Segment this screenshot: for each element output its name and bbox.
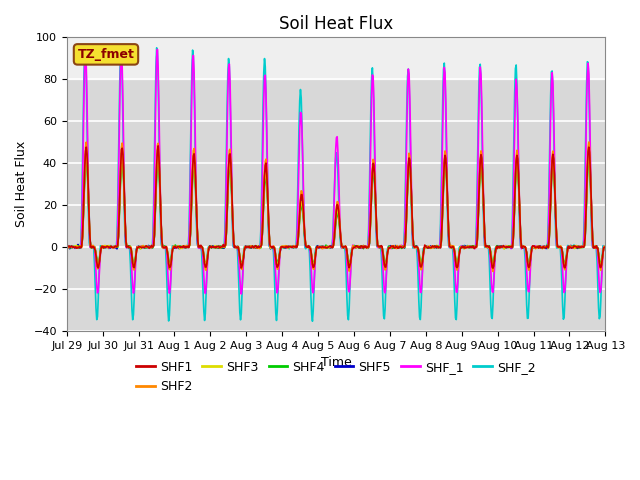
SHF2 <box>417 267 425 273</box>
SHF_2 <box>308 318 316 324</box>
SHF5 <box>602 244 609 250</box>
SHF2 <box>585 139 593 145</box>
SHF3 <box>83 151 90 156</box>
SHF3 <box>129 258 136 264</box>
SHF3 <box>381 264 389 270</box>
SHF4 <box>73 244 81 250</box>
SHF5 <box>184 244 192 250</box>
SHF4 <box>212 244 220 250</box>
SHF3 <box>403 205 411 211</box>
SHF2 <box>183 242 191 248</box>
SHF3 <box>73 242 81 248</box>
Title: Soil Heat Flux: Soil Heat Flux <box>279 15 393 33</box>
SHF1 <box>489 265 497 271</box>
SHF1 <box>128 253 136 259</box>
SHF_2 <box>403 103 411 109</box>
SHF5 <box>166 266 173 272</box>
Line: SHF3: SHF3 <box>67 154 605 267</box>
Line: SHF_2: SHF_2 <box>67 48 605 321</box>
SHF1 <box>73 245 81 251</box>
SHF_2 <box>212 245 220 251</box>
SHF4 <box>602 244 609 250</box>
SHF1 <box>602 244 609 250</box>
SHF1 <box>212 245 220 251</box>
Line: SHF5: SHF5 <box>67 151 605 269</box>
SHF2 <box>602 244 609 250</box>
SHF2 <box>63 244 70 250</box>
SHF4 <box>128 252 136 258</box>
SHF2 <box>401 239 409 244</box>
SHF5 <box>212 243 220 249</box>
Line: SHF2: SHF2 <box>67 142 605 271</box>
SHF1 <box>402 224 410 229</box>
SHF4 <box>419 254 426 260</box>
SHF1 <box>154 143 162 149</box>
Y-axis label: Soil Heat Flux: Soil Heat Flux <box>15 141 28 227</box>
SHF_1 <box>73 244 81 250</box>
SHF_1 <box>184 244 191 250</box>
SHF1 <box>63 244 70 250</box>
SHF5 <box>73 244 81 250</box>
Line: SHF4: SHF4 <box>67 158 605 265</box>
SHF1 <box>184 244 191 250</box>
SHF4 <box>403 206 411 212</box>
SHF3 <box>602 244 609 250</box>
SHF_1 <box>419 267 426 273</box>
SHF2 <box>211 244 219 250</box>
SHF_2 <box>184 244 191 250</box>
SHF_2 <box>602 244 609 250</box>
SHF4 <box>63 245 70 251</box>
X-axis label: Time: Time <box>321 356 351 369</box>
SHF5 <box>403 202 411 208</box>
SHF_1 <box>154 47 161 52</box>
SHF3 <box>63 244 70 250</box>
SHF5 <box>63 245 70 251</box>
Line: SHF_1: SHF_1 <box>67 49 605 294</box>
SHF_2 <box>419 261 426 266</box>
SHF4 <box>184 244 191 250</box>
SHF_2 <box>153 45 161 51</box>
Text: TZ_fmet: TZ_fmet <box>77 48 134 61</box>
SHF2 <box>128 254 136 260</box>
SHF3 <box>184 243 191 249</box>
SHF5 <box>419 258 426 264</box>
SHF_1 <box>212 245 220 251</box>
SHF4 <box>154 156 162 161</box>
SHF_1 <box>63 245 70 251</box>
SHF5 <box>83 148 90 154</box>
SHF5 <box>129 261 136 266</box>
Legend: SHF1, SHF2, SHF3, SHF4, SHF5, SHF_1, SHF_2: SHF1, SHF2, SHF3, SHF4, SHF5, SHF_1, SHF… <box>131 356 541 398</box>
SHF2 <box>489 268 497 274</box>
SHF_1 <box>128 271 136 276</box>
SHF_2 <box>128 307 136 313</box>
Line: SHF1: SHF1 <box>67 146 605 268</box>
SHF4 <box>309 262 317 268</box>
SHF1 <box>418 262 426 268</box>
SHF_1 <box>403 121 411 127</box>
SHF_1 <box>602 244 609 250</box>
SHF_2 <box>73 244 81 250</box>
SHF_1 <box>237 291 245 297</box>
Bar <box>67 37 605 79</box>
SHF3 <box>212 245 220 251</box>
SHF3 <box>419 257 426 263</box>
SHF2 <box>73 245 81 251</box>
SHF_2 <box>63 244 70 250</box>
